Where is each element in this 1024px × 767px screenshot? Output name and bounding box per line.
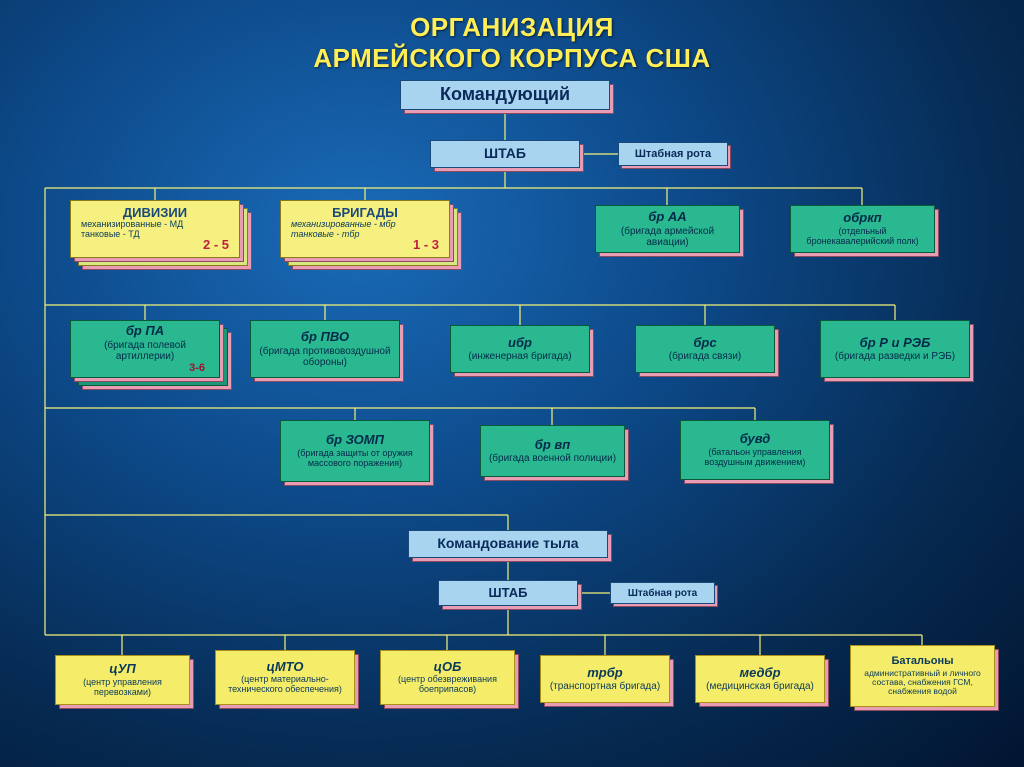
shtab2-label: ШТАБ — [489, 586, 528, 600]
brs-sub: (бригада связи) — [669, 351, 742, 362]
trbr-box: трбр (транспортная бригада) — [540, 655, 670, 703]
buvd-sub: (батальон управления воздушным движением… — [687, 448, 823, 468]
cmto-title: цМТО — [266, 660, 303, 674]
br-aa-title: бр АА — [648, 210, 686, 224]
cup-box: цУП (центр управления перевозками) — [55, 655, 190, 705]
rear-cmd-box: Командование тыла — [408, 530, 608, 558]
medbr-box: медбр (медицинская бригада) — [695, 655, 825, 703]
cup-title: цУП — [109, 662, 136, 676]
buvd-title: бувд — [740, 432, 771, 446]
batal-title: Батальоны — [891, 655, 953, 667]
batal-box: Батальоны административный и личного сос… — [850, 645, 995, 707]
shtab2-box: ШТАБ — [438, 580, 578, 606]
commander-label: Командующий — [440, 85, 570, 105]
br-pvo-title: бр ПВО — [301, 330, 349, 344]
br-pa-box: бр ПА (бригада полевой артиллерии) 3-6 — [70, 320, 220, 378]
trbr-title: трбр — [587, 666, 623, 680]
shtab-rota2-box: Штабная рота — [610, 582, 715, 604]
title-line-1: ОРГАНИЗАЦИЯ — [410, 12, 614, 42]
brs-box: брс (бригада связи) — [635, 325, 775, 373]
br-zomp-box: бр ЗОМП (бригада защиты от оружия массов… — [280, 420, 430, 482]
divizii-box: ДИВИЗИИ механизированные - МД танковые -… — [70, 200, 240, 258]
ibr-title: ибр — [508, 336, 532, 350]
shtab-rota2-label: Штабная рота — [628, 588, 697, 599]
br-aa-box: бр АА (бригада армейской авиации) — [595, 205, 740, 253]
br-zomp-sub: (бригада защиты от оружия массового пора… — [287, 449, 423, 469]
batal-sub: административный и личного состава, снаб… — [857, 669, 988, 697]
cob-box: цОБ (центр обезвреживания боеприпасов) — [380, 650, 515, 705]
br-vp-box: бр вп (бригада военной полиции) — [480, 425, 625, 477]
brigady-line2: танковые - тбр — [291, 230, 360, 240]
br-pa-count: 3-6 — [189, 362, 205, 374]
br-vp-title: бр вп — [535, 438, 570, 452]
rear-cmd-label: Командование тыла — [437, 536, 578, 551]
cob-title: цОБ — [434, 660, 462, 674]
shtab-rota-box: Штабная рота — [618, 142, 728, 166]
cob-sub: (центр обезвреживания боеприпасов) — [387, 675, 508, 695]
buvd-box: бувд (батальон управления воздушным движ… — [680, 420, 830, 480]
br-pvo-sub: (бригада противовоздушной обороны) — [257, 346, 393, 368]
cup-sub: (центр управления перевозками) — [62, 678, 183, 698]
divizii-count: 2 - 5 — [203, 238, 229, 252]
divizii-title: ДИВИЗИИ — [123, 206, 187, 220]
brs-title: брс — [693, 336, 716, 350]
br-pa-title: бр ПА — [126, 324, 164, 338]
br-vp-sub: (бригада военной полиции) — [489, 453, 616, 464]
page-title: ОРГАНИЗАЦИЯ АРМЕЙСКОГО КОРПУСА США — [0, 0, 1024, 74]
obrkp-sub: (отдельный бронекавалерийский полк) — [797, 227, 928, 247]
br-rreb-title: бр Р и РЭБ — [860, 336, 931, 350]
br-rreb-sub: (бригада разведки и РЭБ) — [835, 351, 955, 362]
br-pvo-box: бр ПВО (бригада противовоздушной обороны… — [250, 320, 400, 378]
title-line-2: АРМЕЙСКОГО КОРПУСА США — [313, 43, 710, 73]
shtab-box: ШТАБ — [430, 140, 580, 168]
shtab-rota-label: Штабная рота — [635, 148, 711, 160]
medbr-title: медбр — [739, 666, 780, 680]
medbr-sub: (медицинская бригада) — [706, 681, 814, 692]
divizii-line2: танковые - ТД — [81, 230, 140, 240]
br-pa-sub: (бригада полевой артиллерии) — [77, 340, 213, 362]
brigady-count: 1 - 3 — [413, 238, 439, 252]
brigady-title: БРИГАДЫ — [332, 206, 398, 220]
br-aa-sub: (бригада армейской авиации) — [602, 226, 733, 248]
cmto-sub: (центр материально-технического обеспече… — [222, 675, 348, 695]
shtab-label: ШТАБ — [484, 146, 526, 161]
obrkp-box: обркп (отдельный бронекавалерийский полк… — [790, 205, 935, 253]
ibr-sub: (инженерная бригада) — [468, 351, 571, 362]
cmto-box: цМТО (центр материально-технического обе… — [215, 650, 355, 705]
br-rreb-box: бр Р и РЭБ (бригада разведки и РЭБ) — [820, 320, 970, 378]
commander-box: Командующий — [400, 80, 610, 110]
obrkp-title: обркп — [843, 211, 881, 225]
brigady-box: БРИГАДЫ механизированные - мбр танковые … — [280, 200, 450, 258]
trbr-sub: (транспортная бригада) — [550, 681, 660, 692]
ibr-box: ибр (инженерная бригада) — [450, 325, 590, 373]
br-zomp-title: бр ЗОМП — [326, 433, 384, 447]
